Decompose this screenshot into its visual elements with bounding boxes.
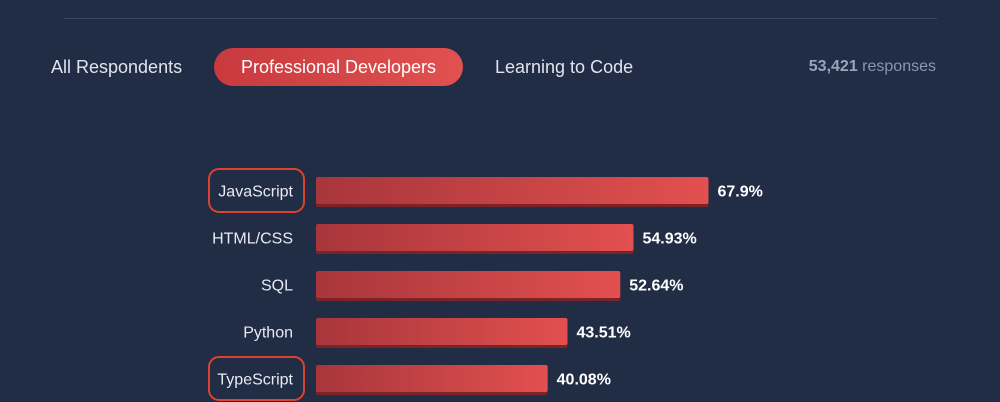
category-label-python: Python bbox=[243, 325, 293, 342]
highlight-outline-javascript bbox=[208, 168, 305, 213]
responses-label: responses bbox=[862, 58, 936, 75]
tab-all-respondents[interactable]: All Respondents bbox=[51, 57, 183, 77]
bar-javascript[interactable] bbox=[316, 177, 709, 204]
value-label-sql: 52.64% bbox=[629, 278, 683, 295]
value-label-javascript: 67.9% bbox=[717, 184, 762, 201]
highlight-outline-typescript bbox=[208, 356, 305, 401]
bar-group: JavaScript 67.9% HTML/CSS 54.93% SQL 52.64% Py… bbox=[208, 168, 763, 401]
responses-count: 53,421 responses bbox=[809, 48, 936, 86]
tab-professional-developers[interactable]: Professional Developers bbox=[214, 48, 463, 86]
bar-sql[interactable] bbox=[316, 271, 621, 298]
category-label-html-css: HTML/CSS bbox=[212, 231, 293, 248]
category-label-sql: SQL bbox=[261, 278, 293, 295]
respondent-tabs: All Respondents Professional Developers … bbox=[0, 0, 1000, 120]
value-label-python: 43.51% bbox=[576, 325, 630, 342]
top-divider bbox=[64, 18, 937, 19]
bar-html-css[interactable] bbox=[316, 224, 634, 251]
category-label-javascript: JavaScript bbox=[218, 184, 293, 201]
bar-python[interactable] bbox=[316, 318, 568, 345]
value-label-html-css: 54.93% bbox=[642, 231, 696, 248]
category-label-typescript: TypeScript bbox=[217, 372, 293, 389]
tab-learning-to-code[interactable]: Learning to Code bbox=[495, 57, 634, 77]
bar-typescript[interactable] bbox=[316, 365, 548, 392]
responses-number: 53,421 bbox=[808, 58, 858, 75]
value-label-typescript: 40.08% bbox=[557, 372, 611, 389]
